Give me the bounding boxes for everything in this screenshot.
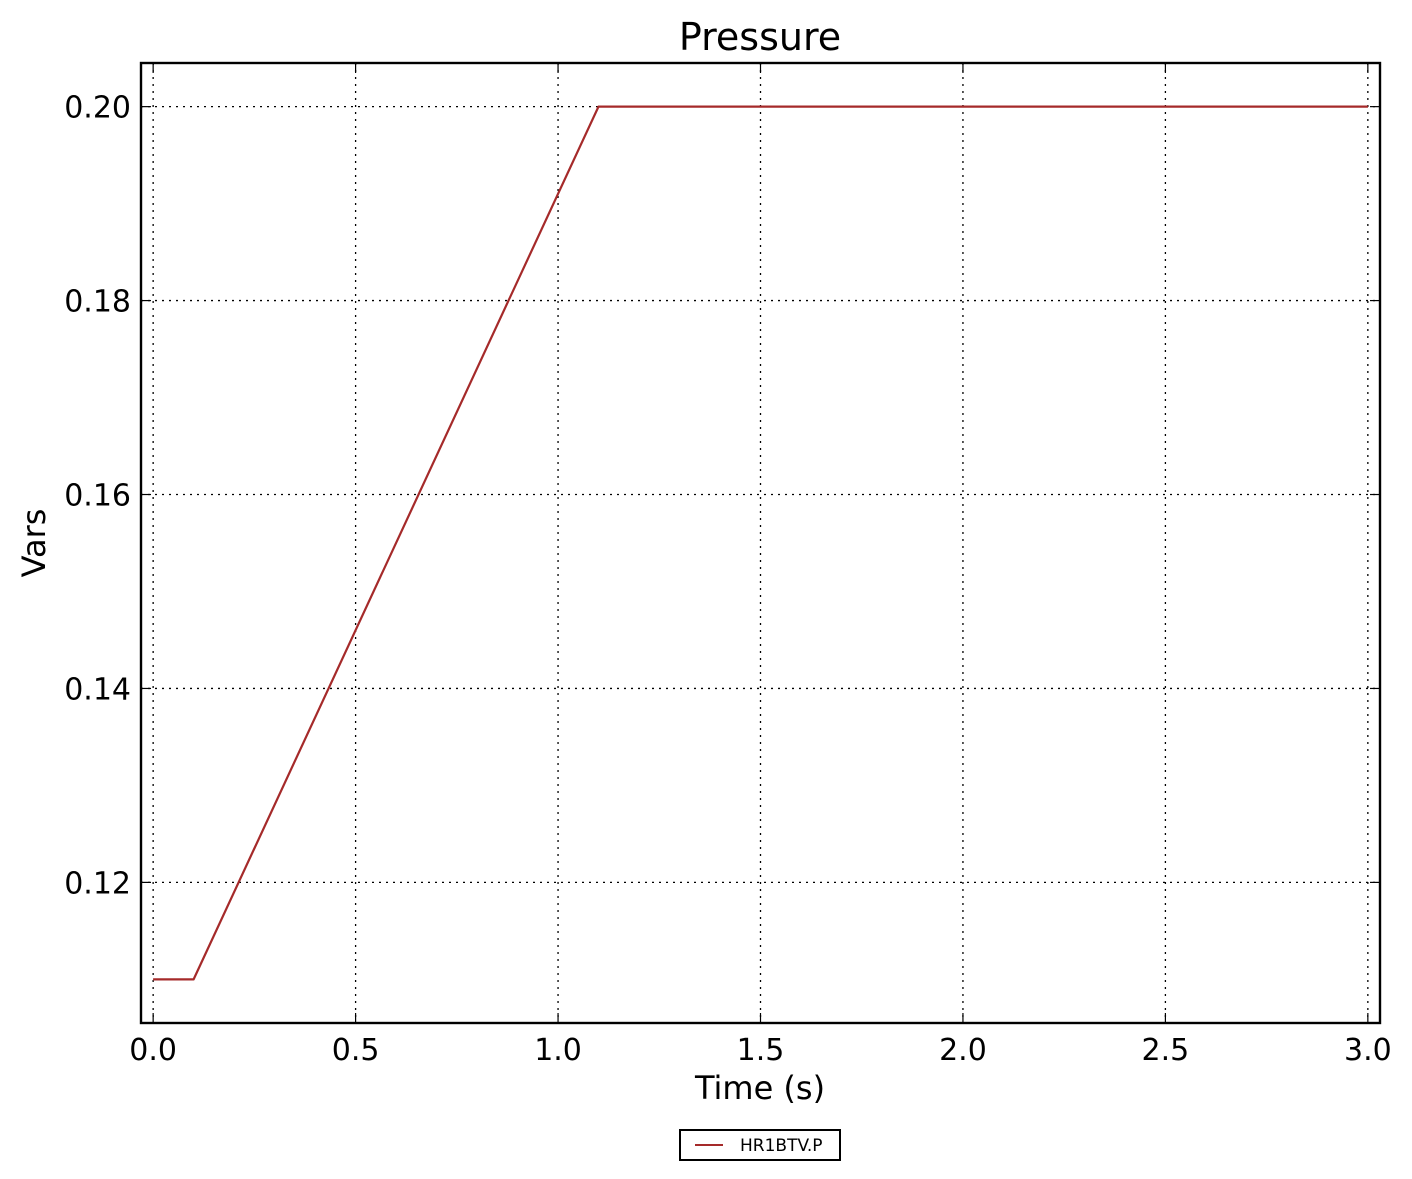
x-tick-label: 0.5	[332, 1033, 380, 1068]
x-tick-label: 3.0	[1344, 1033, 1392, 1068]
y-tick-label: 0.12	[64, 866, 131, 901]
y-tick-label: 0.14	[64, 672, 131, 707]
x-tick-label: 1.5	[737, 1033, 785, 1068]
x-tick-label: 2.0	[939, 1033, 987, 1068]
series-layer	[153, 105, 1368, 981]
series-line	[153, 105, 1368, 981]
x-tick-label: 0.0	[129, 1033, 177, 1068]
x-tick-labels: 0.0 0.5 1.0 1.5 2.0 2.5 3.0	[129, 1033, 1391, 1068]
y-tick-label: 0.16	[64, 479, 131, 514]
legend-box	[679, 1129, 841, 1161]
legend-label: HR1BTV.P	[740, 1136, 823, 1156]
y-tick-labels: 0.12 0.14 0.16 0.18 0.20	[64, 91, 131, 902]
grid-lines	[141, 63, 1380, 1023]
x-tick-label: 1.0	[534, 1033, 582, 1068]
y-axis-label: Vars	[15, 509, 53, 578]
x-tick-label: 2.5	[1142, 1033, 1190, 1068]
legend: HR1BTV.P	[679, 1129, 841, 1161]
tick-marks	[141, 63, 1380, 1023]
y-tick-label: 0.18	[64, 285, 131, 320]
plot-frame	[139, 61, 1382, 1025]
x-axis-label: Time (s)	[694, 1069, 825, 1107]
chart-title: Pressure	[679, 15, 841, 59]
y-tick-label: 0.20	[64, 91, 131, 126]
